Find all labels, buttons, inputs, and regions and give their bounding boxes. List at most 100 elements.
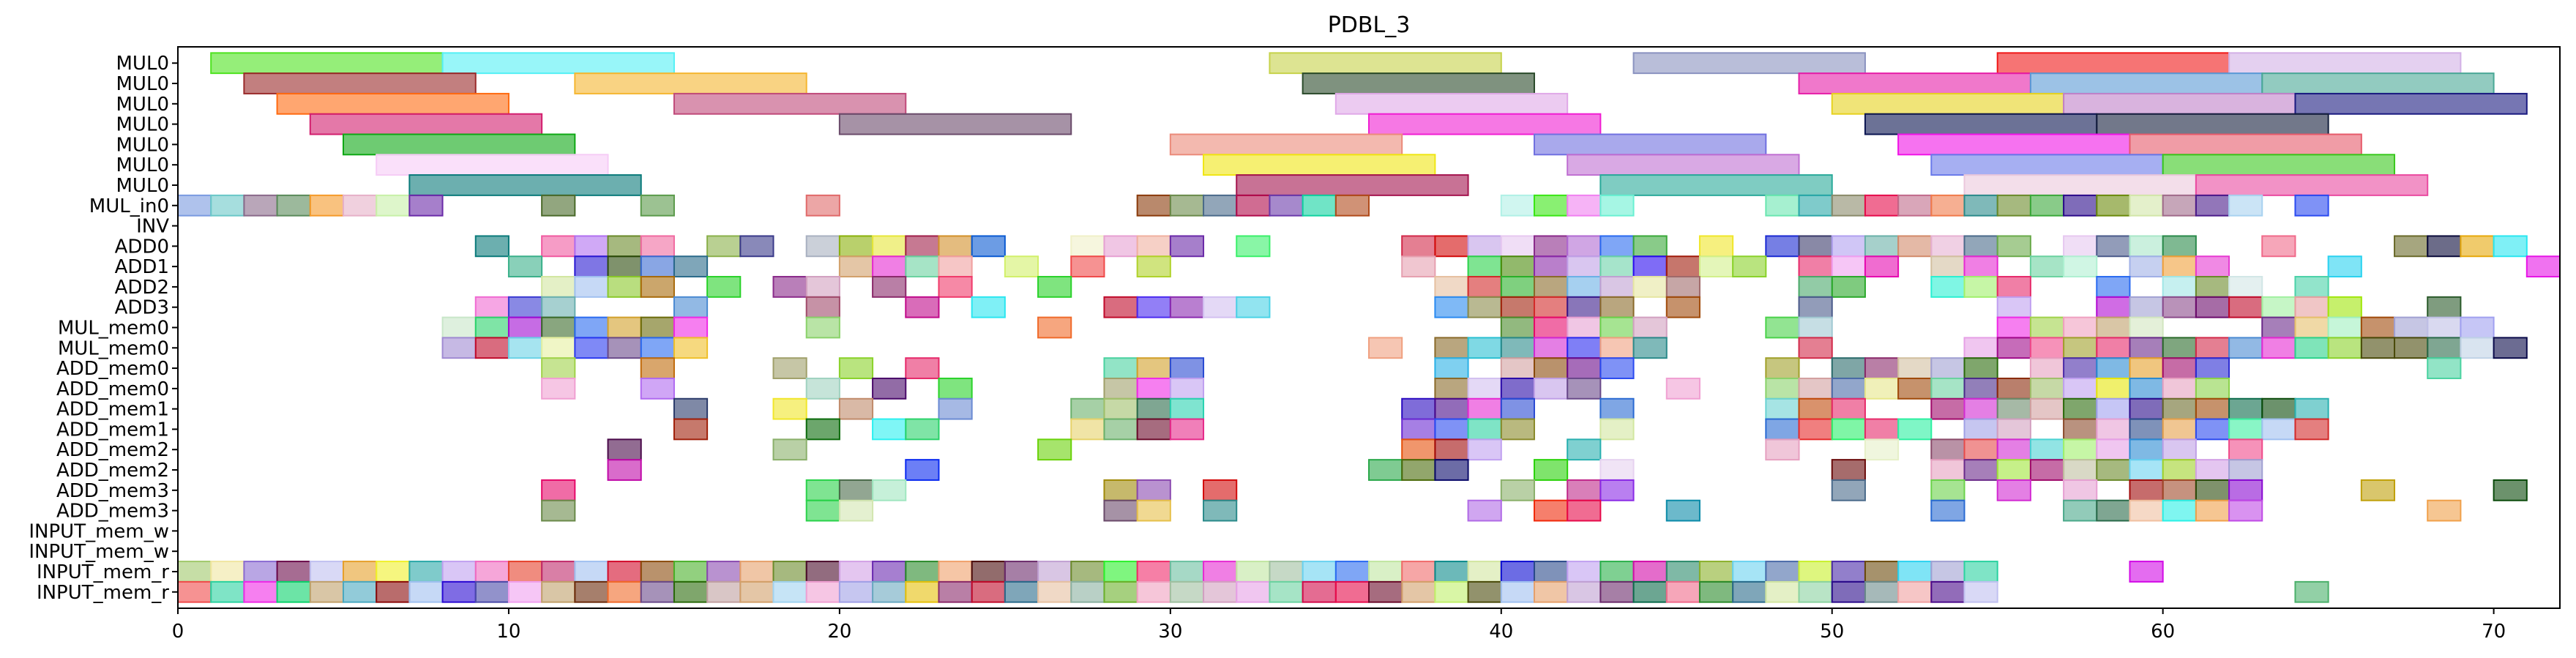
task-bar — [1864, 113, 2098, 135]
task-bar — [1798, 397, 1833, 420]
task-bar — [1632, 561, 1668, 583]
task-bar — [838, 255, 874, 278]
task-bar — [838, 113, 1072, 135]
task-bar — [342, 133, 576, 156]
task-bar — [2162, 479, 2197, 501]
task-bar — [541, 296, 576, 318]
task-bar — [1368, 580, 1403, 603]
task-bar — [1533, 316, 1569, 339]
task-bar — [1831, 459, 1866, 481]
task-bar — [805, 276, 840, 298]
task-bar — [1665, 276, 1700, 298]
task-bar — [1500, 561, 1535, 583]
task-bar — [1599, 296, 1635, 318]
task-bar — [971, 561, 1006, 583]
task-bar — [177, 194, 212, 217]
task-bar — [2029, 316, 2065, 339]
task-bar — [1103, 479, 1138, 501]
task-bar — [1401, 235, 1436, 258]
task-bar — [1203, 479, 1238, 501]
task-bar — [1599, 174, 1833, 196]
task-bar — [2525, 255, 2561, 278]
task-bar — [243, 194, 278, 217]
task-bar — [1567, 479, 1602, 501]
task-bar — [1533, 561, 1569, 583]
task-bar — [1269, 580, 1304, 603]
task-bar — [1434, 397, 1469, 420]
task-bar — [2327, 296, 2362, 318]
y-tick-label: ADD_mem2 — [56, 439, 169, 461]
task-bar — [2096, 438, 2131, 461]
task-bar — [1500, 337, 1535, 359]
task-bar — [2394, 337, 2429, 359]
task-bar — [706, 561, 742, 583]
task-bar — [739, 561, 774, 583]
task-bar — [1103, 377, 1138, 400]
task-bar — [2228, 296, 2263, 318]
task-bar — [2294, 397, 2329, 420]
task-bar — [1765, 397, 1800, 420]
task-bar — [408, 561, 444, 583]
task-bar — [1599, 418, 1635, 441]
task-bar — [1103, 357, 1138, 379]
task-bar — [1467, 580, 1502, 603]
task-bar — [1434, 337, 1469, 359]
task-bar — [1831, 397, 1866, 420]
task-bar — [2261, 316, 2296, 339]
task-bar — [640, 316, 675, 339]
task-bar — [1599, 337, 1635, 359]
task-bar — [541, 377, 576, 400]
x-axis: 0 10 20 30 40 50 60 70 — [172, 608, 2506, 643]
task-bar — [408, 580, 444, 603]
task-bar — [1103, 235, 1138, 258]
task-bar — [1831, 194, 1866, 217]
task-bar — [1567, 580, 1602, 603]
task-bar — [1996, 377, 2031, 400]
task-bar — [2029, 194, 2065, 217]
task-bar — [441, 316, 477, 339]
task-bar — [2294, 276, 2329, 298]
task-bar — [1334, 580, 1370, 603]
task-bar — [1930, 438, 1965, 461]
task-bar — [1599, 316, 1635, 339]
task-bar — [2129, 438, 2164, 461]
task-bar — [1930, 194, 1965, 217]
task-bar — [2427, 296, 2462, 318]
task-bar — [507, 337, 543, 359]
task-bar — [673, 316, 709, 339]
task-bar — [1401, 255, 1436, 278]
task-bar — [838, 479, 874, 501]
task-bar — [2063, 479, 2098, 501]
task-bar — [1765, 316, 1800, 339]
task-bar — [905, 296, 940, 318]
task-bar — [772, 276, 807, 298]
task-bar — [1169, 561, 1205, 583]
task-bar — [1798, 316, 1833, 339]
task-bar — [805, 499, 840, 522]
task-bar — [1103, 499, 1138, 522]
task-bar — [2195, 499, 2230, 522]
task-bar — [1533, 255, 1569, 278]
task-bar — [1632, 52, 1866, 75]
task-bar — [1070, 235, 1105, 258]
task-bar — [474, 296, 509, 318]
task-bar — [1996, 438, 2031, 461]
task-bar — [276, 92, 509, 115]
task-bar — [574, 561, 609, 583]
task-bar — [1467, 499, 1502, 522]
task-bar — [1930, 479, 1965, 501]
task-bar — [342, 580, 378, 603]
task-bar — [1401, 397, 1436, 420]
task-bar — [441, 580, 477, 603]
task-bar — [2228, 479, 2263, 501]
task-bar — [1533, 133, 1767, 156]
task-bar — [474, 235, 509, 258]
task-bar — [640, 561, 675, 583]
x-tick-label: 60 — [2151, 621, 2175, 643]
task-bar — [1599, 580, 1635, 603]
task-bar — [1996, 459, 2031, 481]
task-bar — [1963, 459, 1998, 481]
task-bar — [574, 337, 609, 359]
task-bar — [541, 316, 576, 339]
task-bar — [2063, 438, 2098, 461]
